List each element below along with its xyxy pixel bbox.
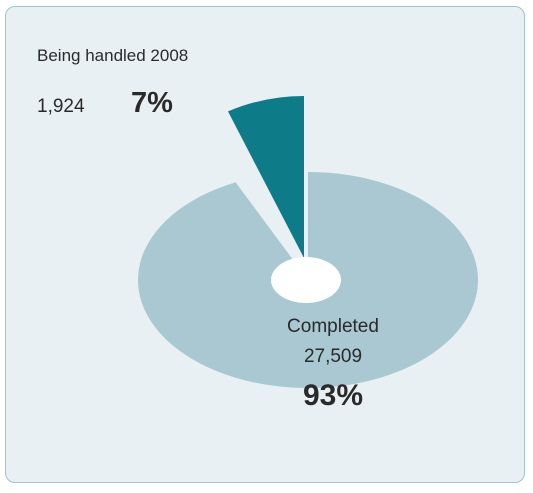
- completed-label: Completed: [287, 316, 379, 337]
- completed-count: 27,509: [304, 346, 362, 367]
- completed-percent: 93%: [303, 379, 363, 412]
- being-handled-percent: 7%: [131, 87, 173, 119]
- pie-slice-being-handled: [227, 96, 304, 258]
- being-handled-count: 1,924: [37, 96, 85, 117]
- pie-center-hole: [271, 257, 341, 303]
- being-handled-label: Being handled 2008: [37, 46, 188, 65]
